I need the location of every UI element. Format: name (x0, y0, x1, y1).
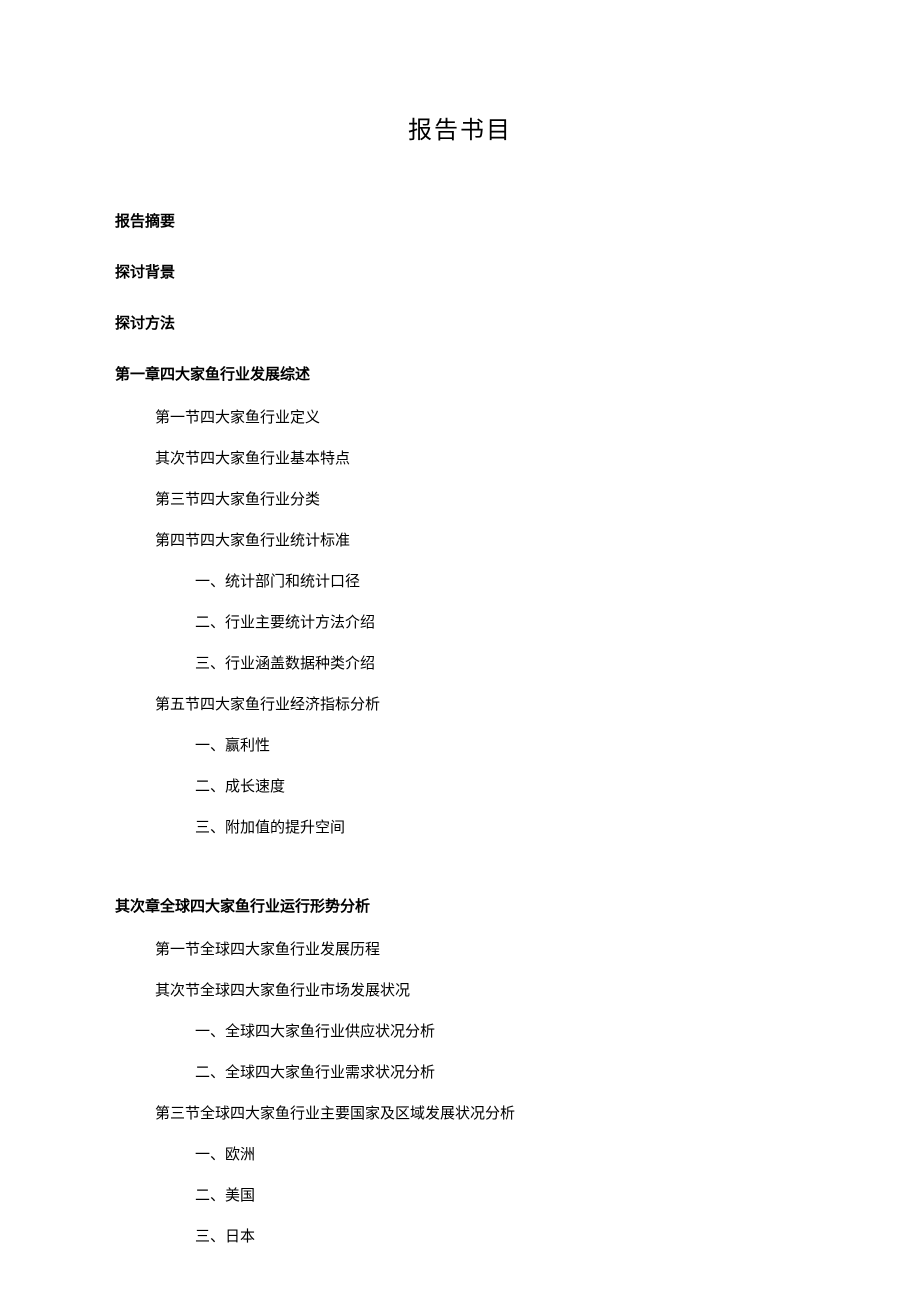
subsection-item: 三、行业涵盖数据种类介绍 (195, 652, 805, 673)
section-item: 第三节全球四大家鱼行业主要国家及区域发展状况分析 (155, 1102, 805, 1123)
front-matter-item: 探讨方法 (115, 312, 805, 333)
section-item: 第五节四大家鱼行业经济指标分析 (155, 693, 805, 714)
subsection-item: 二、美国 (195, 1184, 805, 1205)
subsection-item: 一、赢利性 (195, 734, 805, 755)
section-item: 第一节全球四大家鱼行业发展历程 (155, 938, 805, 959)
section-item: 其次节四大家鱼行业基本特点 (155, 447, 805, 468)
section-item: 第四节四大家鱼行业统计标准 (155, 529, 805, 550)
front-matter-item: 探讨背景 (115, 261, 805, 282)
chapter-title: 第一章四大家鱼行业发展综述 (115, 363, 805, 384)
subsection-item: 三、日本 (195, 1225, 805, 1246)
front-matter-item: 报告摘要 (115, 210, 805, 231)
section-item: 其次节全球四大家鱼行业市场发展状况 (155, 979, 805, 1000)
subsection-item: 一、欧洲 (195, 1143, 805, 1164)
page-title: 报告书目 (115, 110, 805, 145)
subsection-item: 三、附加值的提升空间 (195, 816, 805, 837)
subsection-item: 二、行业主要统计方法介绍 (195, 611, 805, 632)
section-item: 第一节四大家鱼行业定义 (155, 406, 805, 427)
chapter-title: 其次章全球四大家鱼行业运行形势分析 (115, 895, 805, 916)
subsection-item: 一、统计部门和统计口径 (195, 570, 805, 591)
subsection-item: 二、全球四大家鱼行业需求状况分析 (195, 1061, 805, 1082)
subsection-item: 二、成长速度 (195, 775, 805, 796)
subsection-item: 一、全球四大家鱼行业供应状况分析 (195, 1020, 805, 1041)
section-item: 第三节四大家鱼行业分类 (155, 488, 805, 509)
